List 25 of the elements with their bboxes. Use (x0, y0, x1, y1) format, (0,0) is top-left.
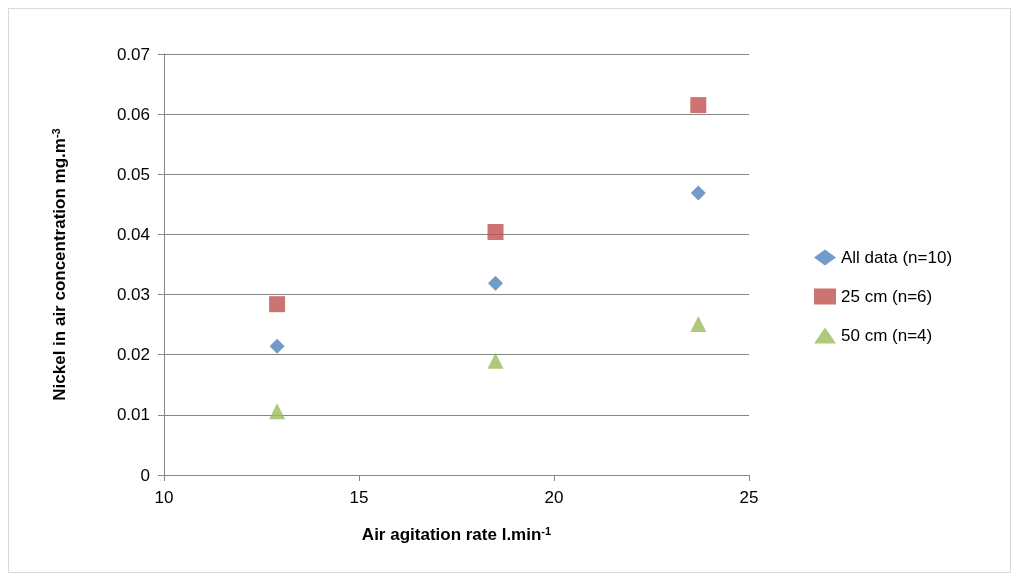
legend-label: 50 cm (n=4) (841, 326, 933, 345)
x-tick-label: 20 (544, 488, 564, 507)
y-tick-label: 0.02 (116, 345, 150, 365)
y-tick-label: 0.04 (116, 224, 150, 244)
x-tick-label: 15 (349, 488, 369, 507)
x-tick-label: 25 (739, 488, 759, 507)
y-axis-title: Nickel in air concentration mg.m-3 (49, 128, 70, 401)
point (487, 352, 504, 369)
x-tick-label: 10 (154, 488, 174, 507)
point (690, 97, 707, 114)
y-tick-label: 0.03 (116, 285, 150, 305)
point (269, 296, 286, 313)
legend-label: 25 cm (n=6) (841, 287, 933, 306)
y-tick-label: 0.01 (116, 405, 150, 425)
y-tick-label: 0 (140, 465, 150, 485)
point (269, 338, 285, 354)
point (488, 275, 503, 291)
legend-label: All data (n=10) (841, 248, 953, 267)
y-tick-label: 0.05 (116, 164, 150, 184)
point (487, 224, 504, 241)
y-tick-label: 0.06 (116, 104, 150, 124)
point (269, 403, 286, 420)
point (690, 185, 706, 201)
point (690, 316, 707, 333)
y-tick-label: 0.07 (116, 44, 150, 64)
